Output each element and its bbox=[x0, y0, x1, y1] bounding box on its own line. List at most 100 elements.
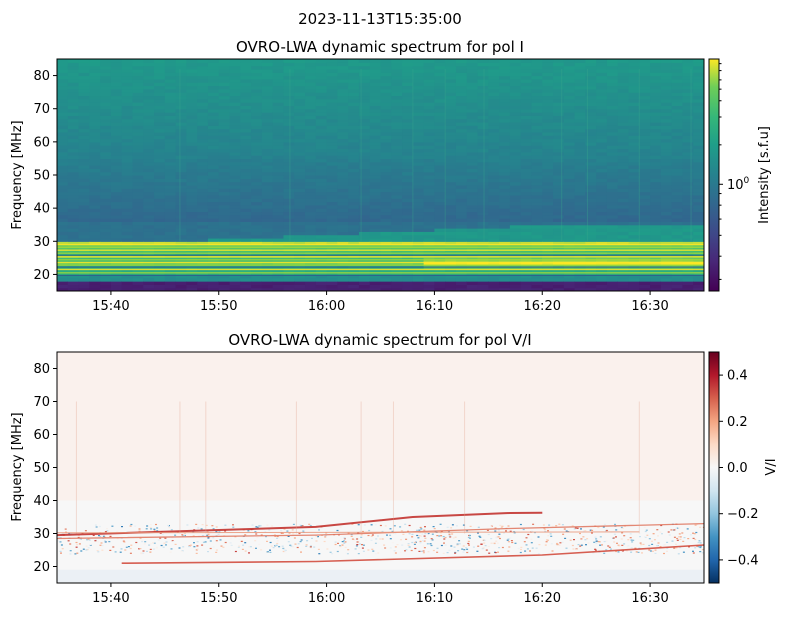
spectrum-cell bbox=[660, 62, 673, 67]
spectrum-cell bbox=[628, 75, 640, 80]
spectrum-cell bbox=[283, 237, 295, 242]
spectrum-cell bbox=[617, 72, 630, 77]
spectrum-cell bbox=[639, 72, 651, 77]
spectrum-cell bbox=[57, 98, 69, 103]
noise-pixel bbox=[123, 541, 126, 543]
spectrum-cell bbox=[574, 161, 586, 166]
spectrum-cell bbox=[660, 171, 673, 176]
spectrum-cell bbox=[251, 231, 263, 236]
spectrum-cell bbox=[542, 115, 554, 120]
spectrum-cell bbox=[67, 277, 80, 282]
spectrum-cell bbox=[606, 65, 619, 70]
spectrum-cell bbox=[305, 98, 317, 103]
spectrum-cell bbox=[412, 98, 425, 103]
spectrum-cell bbox=[617, 78, 630, 83]
spectrum-cell bbox=[164, 131, 177, 136]
spectrum-cell bbox=[650, 277, 662, 282]
spectrum-cell bbox=[585, 128, 597, 133]
spectrum-cell bbox=[229, 138, 241, 143]
spectrum-cell bbox=[369, 198, 382, 203]
spectrum-cell bbox=[402, 112, 414, 116]
spectrum-cell bbox=[585, 204, 597, 209]
spectrum-cell bbox=[693, 131, 704, 136]
spectrum-cell bbox=[207, 78, 220, 83]
spectrum-cell bbox=[628, 115, 640, 120]
spectrum-cell bbox=[488, 121, 500, 126]
spectrum-cell bbox=[509, 281, 522, 285]
spectrum-cell bbox=[693, 62, 704, 67]
noise-pixel bbox=[389, 547, 392, 549]
spectrum-cell bbox=[488, 65, 500, 70]
noise-pixel bbox=[129, 525, 132, 527]
spectrum-cell bbox=[671, 287, 684, 291]
spectrum-cell bbox=[671, 178, 684, 183]
spectrum-cell bbox=[143, 141, 155, 146]
spectrum-cell bbox=[628, 95, 640, 100]
spectrum-cell bbox=[100, 221, 112, 226]
spectrum-cell bbox=[693, 214, 704, 219]
spectrum-cell bbox=[585, 188, 597, 193]
spectrum-cell bbox=[563, 141, 576, 146]
noise-pixel bbox=[244, 550, 247, 552]
spectrum-cell bbox=[402, 115, 414, 120]
spectrum-cell bbox=[78, 155, 90, 160]
spectrum-cell bbox=[164, 264, 177, 269]
spectrum-cell bbox=[380, 184, 392, 189]
spectrum-cell bbox=[542, 128, 554, 133]
noise-pixel bbox=[329, 551, 332, 553]
noise-pixel bbox=[196, 541, 199, 543]
spectrum-cell bbox=[466, 68, 479, 73]
spectrum-cell bbox=[660, 98, 673, 103]
spectrum-cell bbox=[261, 234, 274, 239]
spectrum-cell bbox=[337, 62, 349, 67]
spectrum-cell bbox=[380, 274, 392, 279]
noise-pixel bbox=[318, 553, 321, 555]
spectrum-cell bbox=[596, 204, 608, 209]
spectrum-cell bbox=[132, 208, 144, 213]
spectrum-cell bbox=[639, 75, 651, 80]
noise-pixel bbox=[248, 552, 250, 554]
spectrum-cell bbox=[380, 112, 392, 116]
spectrum-cell bbox=[197, 102, 209, 106]
noise-pixel bbox=[550, 543, 553, 545]
spectrum-cell bbox=[434, 78, 446, 83]
spectrum-cell bbox=[261, 85, 274, 90]
spectrum-cell bbox=[380, 168, 392, 173]
spectrum-cell bbox=[563, 161, 576, 166]
spectrum-cell bbox=[164, 118, 177, 123]
spectrum-cell bbox=[563, 218, 576, 222]
spectrum-cell bbox=[671, 158, 684, 163]
noise-pixel bbox=[699, 542, 702, 544]
spectrum-cell bbox=[326, 125, 338, 130]
spectrum-cell bbox=[121, 121, 134, 126]
spectrum-cell bbox=[531, 264, 543, 269]
noise-pixel bbox=[138, 530, 141, 532]
spectrum-cell bbox=[412, 141, 425, 146]
spectrum-cell bbox=[348, 115, 360, 120]
spectrum-cell bbox=[67, 155, 80, 160]
noise-pixel bbox=[374, 524, 377, 526]
spectrum-cell bbox=[488, 138, 500, 143]
noise-pixel bbox=[507, 550, 510, 552]
noise-pixel bbox=[297, 543, 300, 545]
spectrum-cell bbox=[671, 112, 684, 116]
spectrum-cell bbox=[218, 211, 231, 216]
noise-pixel bbox=[660, 524, 663, 527]
spectrum-cell bbox=[650, 141, 662, 146]
spectrum-cell bbox=[445, 274, 457, 279]
spectrum-cell bbox=[175, 264, 187, 269]
spectrum-cell bbox=[337, 65, 349, 70]
noise-pixel bbox=[577, 544, 580, 546]
spectrum-cell bbox=[164, 88, 177, 93]
spectrum-cell bbox=[305, 125, 317, 130]
noise-pixel bbox=[156, 546, 158, 548]
spectrum-cell bbox=[563, 211, 576, 216]
spectrum-cell bbox=[423, 171, 436, 176]
spectrum-cell bbox=[132, 102, 144, 106]
spectrum-cell bbox=[509, 59, 522, 63]
spectrum-cell bbox=[218, 102, 231, 106]
spectrum-cell bbox=[186, 218, 198, 222]
spectrum-cell bbox=[693, 59, 704, 63]
spectrum-cell bbox=[660, 237, 673, 242]
spectrum-cell bbox=[132, 138, 144, 143]
